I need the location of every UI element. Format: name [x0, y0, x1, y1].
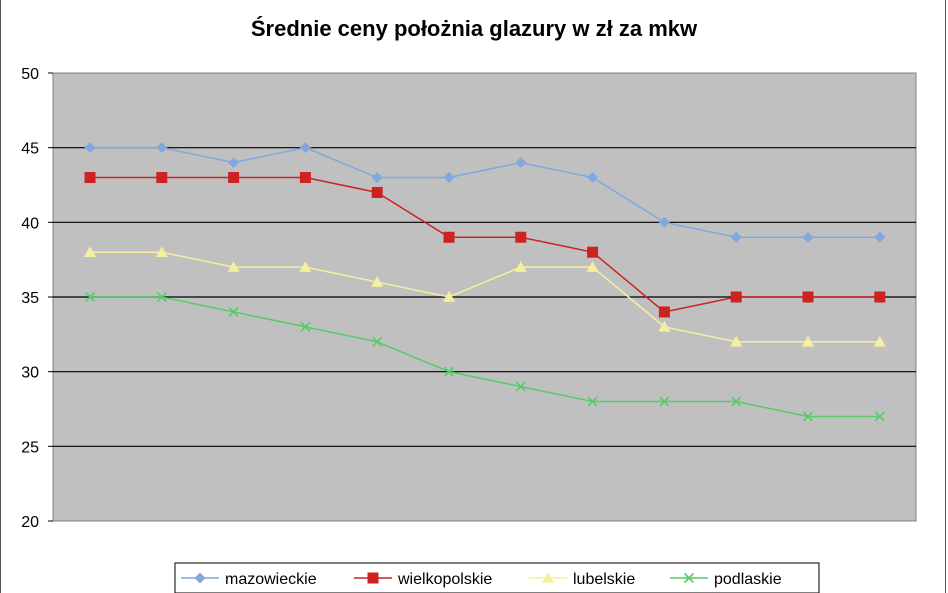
data-point	[873, 335, 886, 347]
data-point	[586, 261, 599, 272]
data-point	[443, 291, 455, 302]
legend-item-wielkopolskie: wielkopolskie	[354, 571, 492, 588]
data-point	[515, 381, 526, 392]
legend-label: lubelskie	[573, 571, 635, 588]
legend-item-lubelskie: lubelskie	[529, 571, 635, 588]
data-point	[515, 231, 527, 243]
data-point	[372, 336, 383, 347]
data-point	[874, 291, 886, 303]
series-mazowieckie	[84, 142, 886, 243]
y-tick-label: 40	[21, 215, 39, 232]
data-point	[443, 231, 455, 243]
data-point	[443, 366, 455, 377]
series-lubelskie	[84, 246, 886, 347]
data-point	[658, 320, 671, 332]
data-point	[228, 306, 239, 317]
data-point	[371, 276, 384, 287]
series-wielkopolskie	[84, 172, 886, 318]
data-point	[542, 572, 554, 583]
data-point	[802, 411, 814, 422]
data-point	[514, 261, 527, 272]
legend-item-mazowieckie: mazowieckie	[181, 571, 317, 588]
data-point	[84, 291, 96, 303]
data-point	[730, 231, 742, 243]
data-point	[156, 291, 167, 303]
data-point	[299, 261, 312, 272]
data-point	[730, 335, 743, 347]
y-tick-label: 20	[21, 514, 39, 531]
data-point	[194, 572, 206, 584]
data-point	[367, 572, 379, 584]
data-point	[587, 246, 599, 258]
data-point	[587, 396, 598, 407]
y-tick-label: 45	[21, 141, 39, 158]
y-tick-label: 50	[21, 66, 39, 83]
data-point	[299, 172, 311, 184]
data-point	[156, 142, 168, 154]
data-point	[228, 172, 240, 184]
y-tick-label: 35	[21, 290, 39, 307]
data-point	[874, 231, 886, 243]
series-line	[90, 146, 880, 239]
data-point	[227, 261, 240, 272]
series-line	[90, 296, 880, 418]
y-tick-label: 25	[21, 439, 39, 456]
series-podlaskie	[84, 291, 885, 422]
data-point	[874, 411, 885, 422]
data-point	[802, 335, 814, 347]
data-point	[587, 172, 599, 184]
data-point	[371, 172, 383, 184]
y-tick-label: 30	[21, 365, 39, 382]
legend: mazowieckie wielkopolskie lubelskie podlask…	[174, 562, 820, 593]
series-group	[84, 142, 886, 422]
data-point	[228, 157, 240, 169]
data-point	[300, 321, 311, 332]
data-point	[658, 306, 670, 318]
data-point	[84, 142, 96, 154]
series-line	[90, 251, 880, 343]
data-point	[730, 291, 742, 303]
y-axis-ticks: 50 45 40 35 30 25 20	[21, 66, 53, 531]
data-point	[731, 396, 742, 407]
data-point	[683, 572, 695, 584]
data-point	[802, 291, 814, 303]
legend-box	[174, 562, 820, 593]
legend-label: mazowieckie	[225, 571, 317, 588]
legend-label: wielkopolskie	[397, 571, 492, 588]
chart-title: Średnie ceny położnia glazury w zł za mk…	[251, 16, 698, 41]
data-point	[84, 246, 96, 257]
data-point	[802, 231, 814, 243]
gridlines	[53, 147, 916, 447]
data-point	[155, 246, 168, 257]
data-point	[84, 172, 96, 184]
data-point	[659, 396, 670, 407]
series-line	[90, 176, 880, 313]
data-point	[156, 172, 168, 184]
data-point	[443, 172, 455, 184]
data-point	[515, 157, 527, 169]
data-point	[299, 142, 311, 154]
legend-label: podlaskie	[714, 571, 782, 588]
data-point	[658, 216, 670, 228]
legend-item-podlaskie: podlaskie	[670, 571, 782, 588]
data-point	[371, 186, 383, 198]
